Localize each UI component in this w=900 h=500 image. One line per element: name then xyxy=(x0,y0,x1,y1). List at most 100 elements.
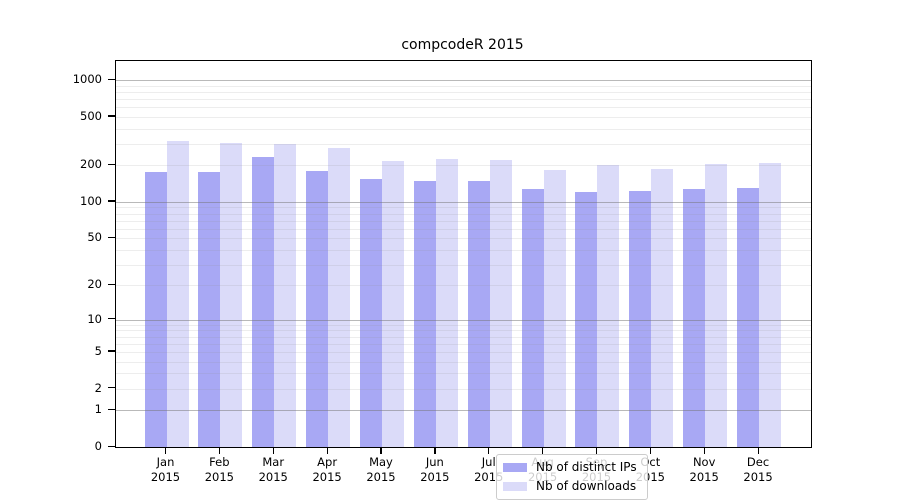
x-tick xyxy=(595,447,598,454)
bar-downloads-aug xyxy=(543,170,566,447)
major-gridline xyxy=(116,410,811,412)
major-gridline xyxy=(116,319,811,321)
y-tick-label: 5 xyxy=(94,343,102,358)
x-label-year: 2015 xyxy=(743,470,773,484)
bar-downloads-may xyxy=(381,161,404,447)
x-label-month: Jan xyxy=(156,455,175,469)
minor-gridline xyxy=(116,336,811,338)
y-tick xyxy=(108,445,115,447)
bars-layer xyxy=(116,61,811,447)
x-label-month: Jun xyxy=(425,455,444,469)
bar-ips-jun xyxy=(413,180,436,447)
bar-downloads-nov xyxy=(705,163,728,447)
x-label-year: 2015 xyxy=(204,470,234,484)
x-label-month: Dec xyxy=(746,455,770,469)
bar-ips-may xyxy=(359,179,382,447)
minor-gridline xyxy=(116,220,811,222)
minor-gridline xyxy=(116,228,811,230)
y-tick-label: 1 xyxy=(94,402,102,417)
x-tick-label-apr: Apr 2015 xyxy=(295,455,359,485)
y-tick xyxy=(108,115,115,117)
bar-downloads-dec xyxy=(759,163,782,447)
x-label-month: Mar xyxy=(262,455,285,469)
y-tick-label: 50 xyxy=(87,230,102,245)
x-tick xyxy=(272,447,274,454)
y-tick xyxy=(108,408,115,410)
bar-ips-jan xyxy=(144,172,167,447)
x-tick-label-nov: Nov 2015 xyxy=(672,455,736,485)
minor-gridline xyxy=(116,343,811,345)
minor-gridline xyxy=(116,99,811,101)
legend-label-ips: Nb of distinct IPs xyxy=(536,460,637,474)
minor-gridline xyxy=(116,249,811,251)
y-tick-label: 20 xyxy=(87,277,102,292)
minor-gridline xyxy=(116,351,811,353)
x-label-year: 2015 xyxy=(312,470,342,484)
x-label-month: May xyxy=(369,455,393,469)
plot-area: Nb of distinct IPs Nb of downloads xyxy=(115,60,812,500)
minor-gridline xyxy=(116,264,811,266)
minor-gridline xyxy=(116,238,811,240)
y-tick xyxy=(108,236,115,238)
minor-gridline xyxy=(116,285,811,287)
minor-gridline xyxy=(116,207,811,209)
x-tick-label-dec: Dec 2015 xyxy=(726,455,790,485)
y-tick xyxy=(108,78,115,80)
legend-row-downloads: Nb of downloads xyxy=(503,479,637,494)
bar-downloads-jul xyxy=(489,160,512,447)
chart-title: compcodeR 2015 xyxy=(401,37,524,53)
legend-label-downloads: Nb of downloads xyxy=(536,479,637,493)
bar-downloads-mar xyxy=(274,144,297,447)
bar-downloads-feb xyxy=(220,143,243,447)
x-tick-label-mar: Mar 2015 xyxy=(241,455,305,485)
x-tick xyxy=(757,447,759,454)
major-gridline xyxy=(116,201,811,203)
x-label-month: Apr xyxy=(317,455,338,469)
bar-ips-jul xyxy=(467,180,490,447)
minor-gridline xyxy=(116,128,811,130)
minor-gridline xyxy=(116,116,811,118)
minor-gridline xyxy=(116,91,811,93)
legend-swatch-ips-icon xyxy=(503,463,527,472)
x-tick xyxy=(703,447,705,454)
bar-downloads-jun xyxy=(435,158,458,447)
y-tick-label: 0 xyxy=(94,439,102,453)
minor-gridline xyxy=(116,373,811,375)
bar-ips-apr xyxy=(306,170,329,447)
minor-gridline xyxy=(116,388,811,390)
bar-ips-feb xyxy=(198,172,221,447)
x-tick xyxy=(542,447,544,454)
bar-downloads-oct xyxy=(651,168,674,447)
minor-gridline xyxy=(116,324,811,326)
y-tick xyxy=(108,163,115,166)
major-gridline xyxy=(116,80,811,82)
x-tick xyxy=(649,447,652,454)
bar-downloads-sep xyxy=(597,165,620,447)
x-tick-label-feb: Feb 2015 xyxy=(187,455,251,485)
bar-ips-mar xyxy=(252,157,275,447)
bar-downloads-jan xyxy=(166,141,189,447)
y-tick-label: 10 xyxy=(87,311,102,326)
x-label-month: Nov xyxy=(692,455,716,469)
bar-ips-aug xyxy=(521,188,544,447)
legend: Nb of distinct IPs Nb of downloads xyxy=(496,454,648,500)
x-tick xyxy=(218,447,221,454)
bar-ips-dec xyxy=(737,187,760,447)
y-tick xyxy=(108,283,115,286)
bar-ips-nov xyxy=(683,188,706,447)
x-tick xyxy=(488,447,490,454)
x-tick xyxy=(434,447,436,454)
x-label-year: 2015 xyxy=(258,470,288,484)
x-tick xyxy=(380,447,382,454)
minor-gridline xyxy=(116,361,811,363)
bar-ips-oct xyxy=(629,191,652,447)
x-tick-label-jan: Jan 2015 xyxy=(134,455,198,485)
x-label-month: Jul xyxy=(481,455,496,469)
y-tick-label: 2 xyxy=(94,380,102,395)
y-tick-label: 100 xyxy=(80,193,102,208)
legend-swatch-downloads-icon xyxy=(503,482,527,491)
minor-gridline xyxy=(116,107,811,109)
x-tick xyxy=(326,447,328,454)
y-tick xyxy=(108,387,115,389)
